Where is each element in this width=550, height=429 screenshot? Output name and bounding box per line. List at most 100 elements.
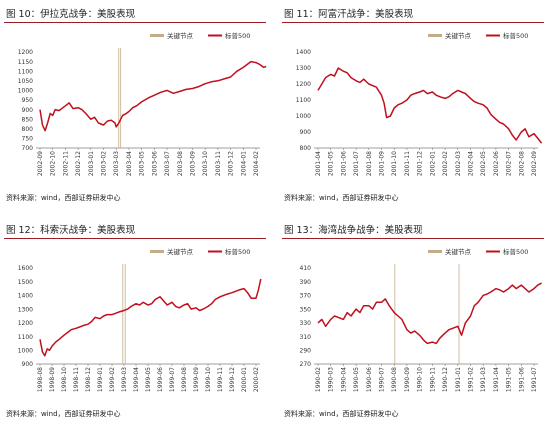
x-tick-label: 2001-06	[340, 151, 347, 176]
x-tick-label: 2003-01	[88, 151, 95, 176]
legend-key-date-swatch	[150, 34, 164, 37]
panel-title: 图 12：科索沃战争：美股表现	[6, 225, 136, 236]
source-note: 资料来源：wind，西部证券研发中心	[284, 410, 399, 418]
legend-key-date-label: 关键节点	[167, 31, 194, 40]
x-tick-label: 2003-11	[215, 151, 222, 176]
x-tick-label: 1990-08	[391, 367, 398, 392]
legend-sp500-label: 标普500	[225, 247, 250, 256]
x-tick-label: 2002-02	[442, 151, 449, 176]
series-line-sp500	[39, 60, 267, 132]
x-tick-label: 1999-10	[205, 367, 212, 392]
x-tick-label: 1990-11	[429, 367, 436, 392]
x-tick-label: 1999-07	[169, 367, 176, 392]
y-tick-label: 1150	[18, 59, 33, 66]
x-tick-label: 2001-12	[417, 151, 424, 176]
x-tick-label: 2002-05	[480, 151, 487, 176]
y-tick-label: 800	[300, 145, 312, 152]
x-tick-label: 2002-09	[37, 151, 44, 176]
series-line-sp500	[317, 282, 542, 345]
y-tick-label: 850	[22, 116, 34, 123]
panel-gulf-war: 图 13：海湾战争战争：美股表现 关键节点 标普500 270 290 310 330 35…	[278, 216, 548, 429]
x-tick-label: 1991-03	[480, 367, 487, 392]
x-tick-label: 2002-07	[506, 151, 513, 176]
x-tick-label: 1999-08	[181, 367, 188, 392]
line-chart: 关键节点 标普500 900 1000 1100 1200 1300 1400 1500 1600…	[18, 247, 262, 392]
x-tick-label: 1990-07	[379, 367, 386, 392]
x-tick-label: 2002-08	[518, 151, 525, 176]
y-tick-label: 270	[300, 361, 312, 368]
y-tick-label: 290	[300, 347, 312, 354]
panel-title: 图 10：伊拉克战争：美股表现	[6, 9, 136, 20]
x-tick-label: 2001-11	[404, 151, 411, 176]
y-tick-label: 310	[300, 334, 312, 341]
x-tick-label: 1991-05	[506, 367, 513, 392]
y-tick-label: 1300	[296, 65, 311, 72]
x-tick-label: 2002-04	[467, 151, 474, 176]
y-tick-label: 1600	[18, 265, 33, 272]
y-tick-label: 1050	[18, 78, 33, 85]
legend-key-date-label: 关键节点	[167, 247, 194, 256]
legend-sp500-swatch	[208, 250, 222, 253]
y-tick-label: 1200	[18, 49, 33, 56]
source-note: 资料来源：wind，西部证券研发中心	[6, 410, 121, 418]
legend-key-date-swatch	[428, 34, 442, 37]
x-tick-label: 1991-02	[467, 367, 474, 392]
x-tick-label: 2002-01	[429, 151, 436, 176]
y-tick-label: 750	[22, 136, 34, 143]
x-tick-label: 1999-11	[217, 367, 224, 392]
x-tick-label: 1990-03	[328, 367, 335, 392]
x-tick-label: 2003-08	[177, 151, 184, 176]
y-tick-label: 1100	[18, 334, 33, 341]
line-chart: 关键节点 标普500 270 290 310 330 350 370 390 410 1990-02…	[300, 247, 542, 392]
x-tick-label: 2004-01	[240, 151, 247, 176]
x-tick-label: 2002-11	[62, 151, 69, 176]
x-tick-label: 2003-10	[202, 151, 209, 176]
x-tick-label: 1999-01	[97, 367, 104, 392]
y-tick-label: 370	[300, 293, 312, 300]
y-tick-label: 900	[300, 129, 312, 136]
panel-title: 图 13：海湾战争战争：美股表现	[284, 225, 423, 236]
x-tick-label: 1998-12	[85, 367, 92, 392]
legend-sp500-swatch	[208, 34, 222, 37]
y-axis: 800 900 1000 1100 1200 1300 1400	[296, 49, 311, 152]
panel-title: 图 11：阿富汗战争：美股表现	[284, 9, 414, 20]
x-tick-label: 1998-10	[61, 367, 68, 392]
y-tick-label: 950	[22, 97, 34, 104]
legend-sp500-label: 标普500	[225, 31, 250, 40]
legend: 关键节点 标普500	[150, 247, 250, 256]
y-tick-label: 350	[300, 306, 312, 313]
legend-sp500-swatch	[486, 34, 500, 37]
x-tick-label: 1999-02	[109, 367, 116, 392]
title-rule	[4, 22, 266, 23]
x-tick-label: 2001-09	[379, 151, 386, 176]
x-tick-label: 2002-09	[531, 151, 538, 176]
y-tick-label: 410	[300, 265, 312, 272]
y-tick-label: 1100	[296, 97, 311, 104]
legend: 关键节点 标普500	[150, 31, 250, 40]
x-tick-label: 2001-04	[315, 151, 322, 176]
legend-key-date-label: 关键节点	[445, 31, 472, 40]
series-line-sp500	[39, 278, 262, 357]
y-axis: 270 290 310 330 350 370 390 410	[300, 265, 312, 368]
x-tick-label: 1999-05	[145, 367, 152, 392]
x-tick-label: 2003-09	[189, 151, 196, 176]
x-tick-label: 2004-02	[253, 151, 260, 176]
legend: 关键节点 标普500	[428, 247, 528, 256]
panel-kosovo-war: 图 12：科索沃战争：美股表现 关键节点 标普500 900 1000 1100 1200…	[0, 216, 270, 429]
y-tick-label: 1300	[18, 306, 33, 313]
x-tick-label: 2001-08	[366, 151, 373, 176]
x-tick-label: 1991-01	[455, 367, 462, 392]
source-note: 资料来源：wind，西部证券研发中心	[284, 194, 399, 202]
x-tick-label: 1990-09	[404, 367, 411, 392]
x-tick-label: 2003-12	[228, 151, 235, 176]
title-rule	[4, 238, 266, 239]
x-tick-label: 1991-04	[493, 367, 500, 392]
title-rule	[282, 22, 544, 23]
legend-key-date-swatch	[150, 250, 164, 253]
x-tick-label: 1999-03	[121, 367, 128, 392]
x-tick-label: 2001-05	[328, 151, 335, 176]
legend-key-date-label: 关键节点	[445, 247, 472, 256]
x-axis: 2002-09 2002-10 2002-11 2002-12 2003-01 2003-…	[36, 147, 260, 176]
series-line-sp500	[317, 67, 543, 144]
x-tick-label: 1999-06	[157, 367, 164, 392]
